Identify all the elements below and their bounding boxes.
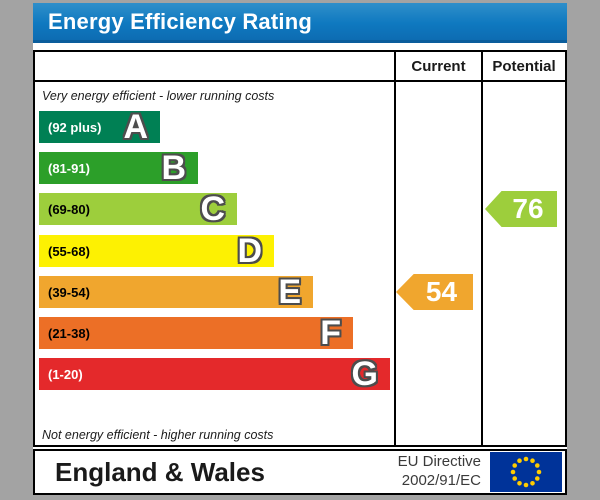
rating-table: Current Potential Very energy efficient … bbox=[33, 50, 567, 447]
band-c: (69-80) C bbox=[39, 190, 237, 228]
eu-directive-line2: 2002/91/EC bbox=[401, 472, 481, 489]
band-b-letter: B bbox=[161, 149, 186, 187]
band-f-range: (21-38) bbox=[48, 325, 90, 341]
footer-bar: England & Wales EU Directive 2002/91/EC bbox=[33, 449, 567, 495]
current-rating-arrow: 54 bbox=[396, 274, 473, 310]
band-d-letter: D bbox=[237, 232, 262, 270]
title-bar: Energy Efficiency Rating bbox=[33, 3, 567, 43]
band-d-range: (55-68) bbox=[48, 243, 90, 259]
potential-rating-arrow: 76 bbox=[485, 191, 557, 227]
band-a-range: (92 plus) bbox=[48, 119, 102, 135]
region-label: England & Wales bbox=[55, 456, 265, 487]
band-g: (1-20) G bbox=[39, 355, 390, 393]
band-f: (21-38) F bbox=[39, 314, 353, 352]
band-g-range: (1-20) bbox=[48, 366, 83, 382]
band-c-letter: C bbox=[200, 190, 225, 228]
rating-scale-area: Very energy efficient - lower running co… bbox=[35, 82, 565, 445]
band-e: (39-54) E bbox=[39, 273, 313, 311]
band-b: (81-91) B bbox=[39, 149, 198, 187]
potential-rating-value: 76 bbox=[512, 193, 544, 224]
header-spacer bbox=[35, 52, 394, 80]
band-a: (92 plus) A bbox=[39, 108, 160, 146]
potential-column bbox=[481, 82, 565, 445]
band-b-range: (81-91) bbox=[48, 160, 90, 176]
top-note: Very energy efficient - lower running co… bbox=[42, 89, 275, 103]
current-column-header: Current bbox=[394, 52, 481, 80]
band-c-range: (69-80) bbox=[48, 201, 90, 217]
epc-energy-efficiency-chart: Energy Efficiency Rating Current Potenti… bbox=[33, 3, 567, 495]
band-d: (55-68) D bbox=[39, 232, 274, 270]
band-g-letter: G bbox=[351, 355, 378, 393]
band-a-letter: A bbox=[123, 108, 148, 146]
current-column bbox=[394, 82, 481, 445]
eu-flag-icon bbox=[490, 452, 562, 492]
band-e-letter: E bbox=[278, 273, 301, 311]
eu-directive-label: EU Directive 2002/91/EC bbox=[398, 453, 481, 491]
chart-title: Energy Efficiency Rating bbox=[48, 8, 312, 34]
current-rating-value: 54 bbox=[425, 276, 458, 307]
eu-directive-line1: EU Directive bbox=[397, 453, 481, 471]
table-header-row: Current Potential bbox=[35, 52, 565, 82]
potential-column-header: Potential bbox=[481, 52, 565, 80]
band-f-letter: F bbox=[320, 314, 341, 352]
band-e-range: (39-54) bbox=[48, 284, 90, 300]
bottom-note: Not energy efficient - higher running co… bbox=[42, 428, 274, 442]
